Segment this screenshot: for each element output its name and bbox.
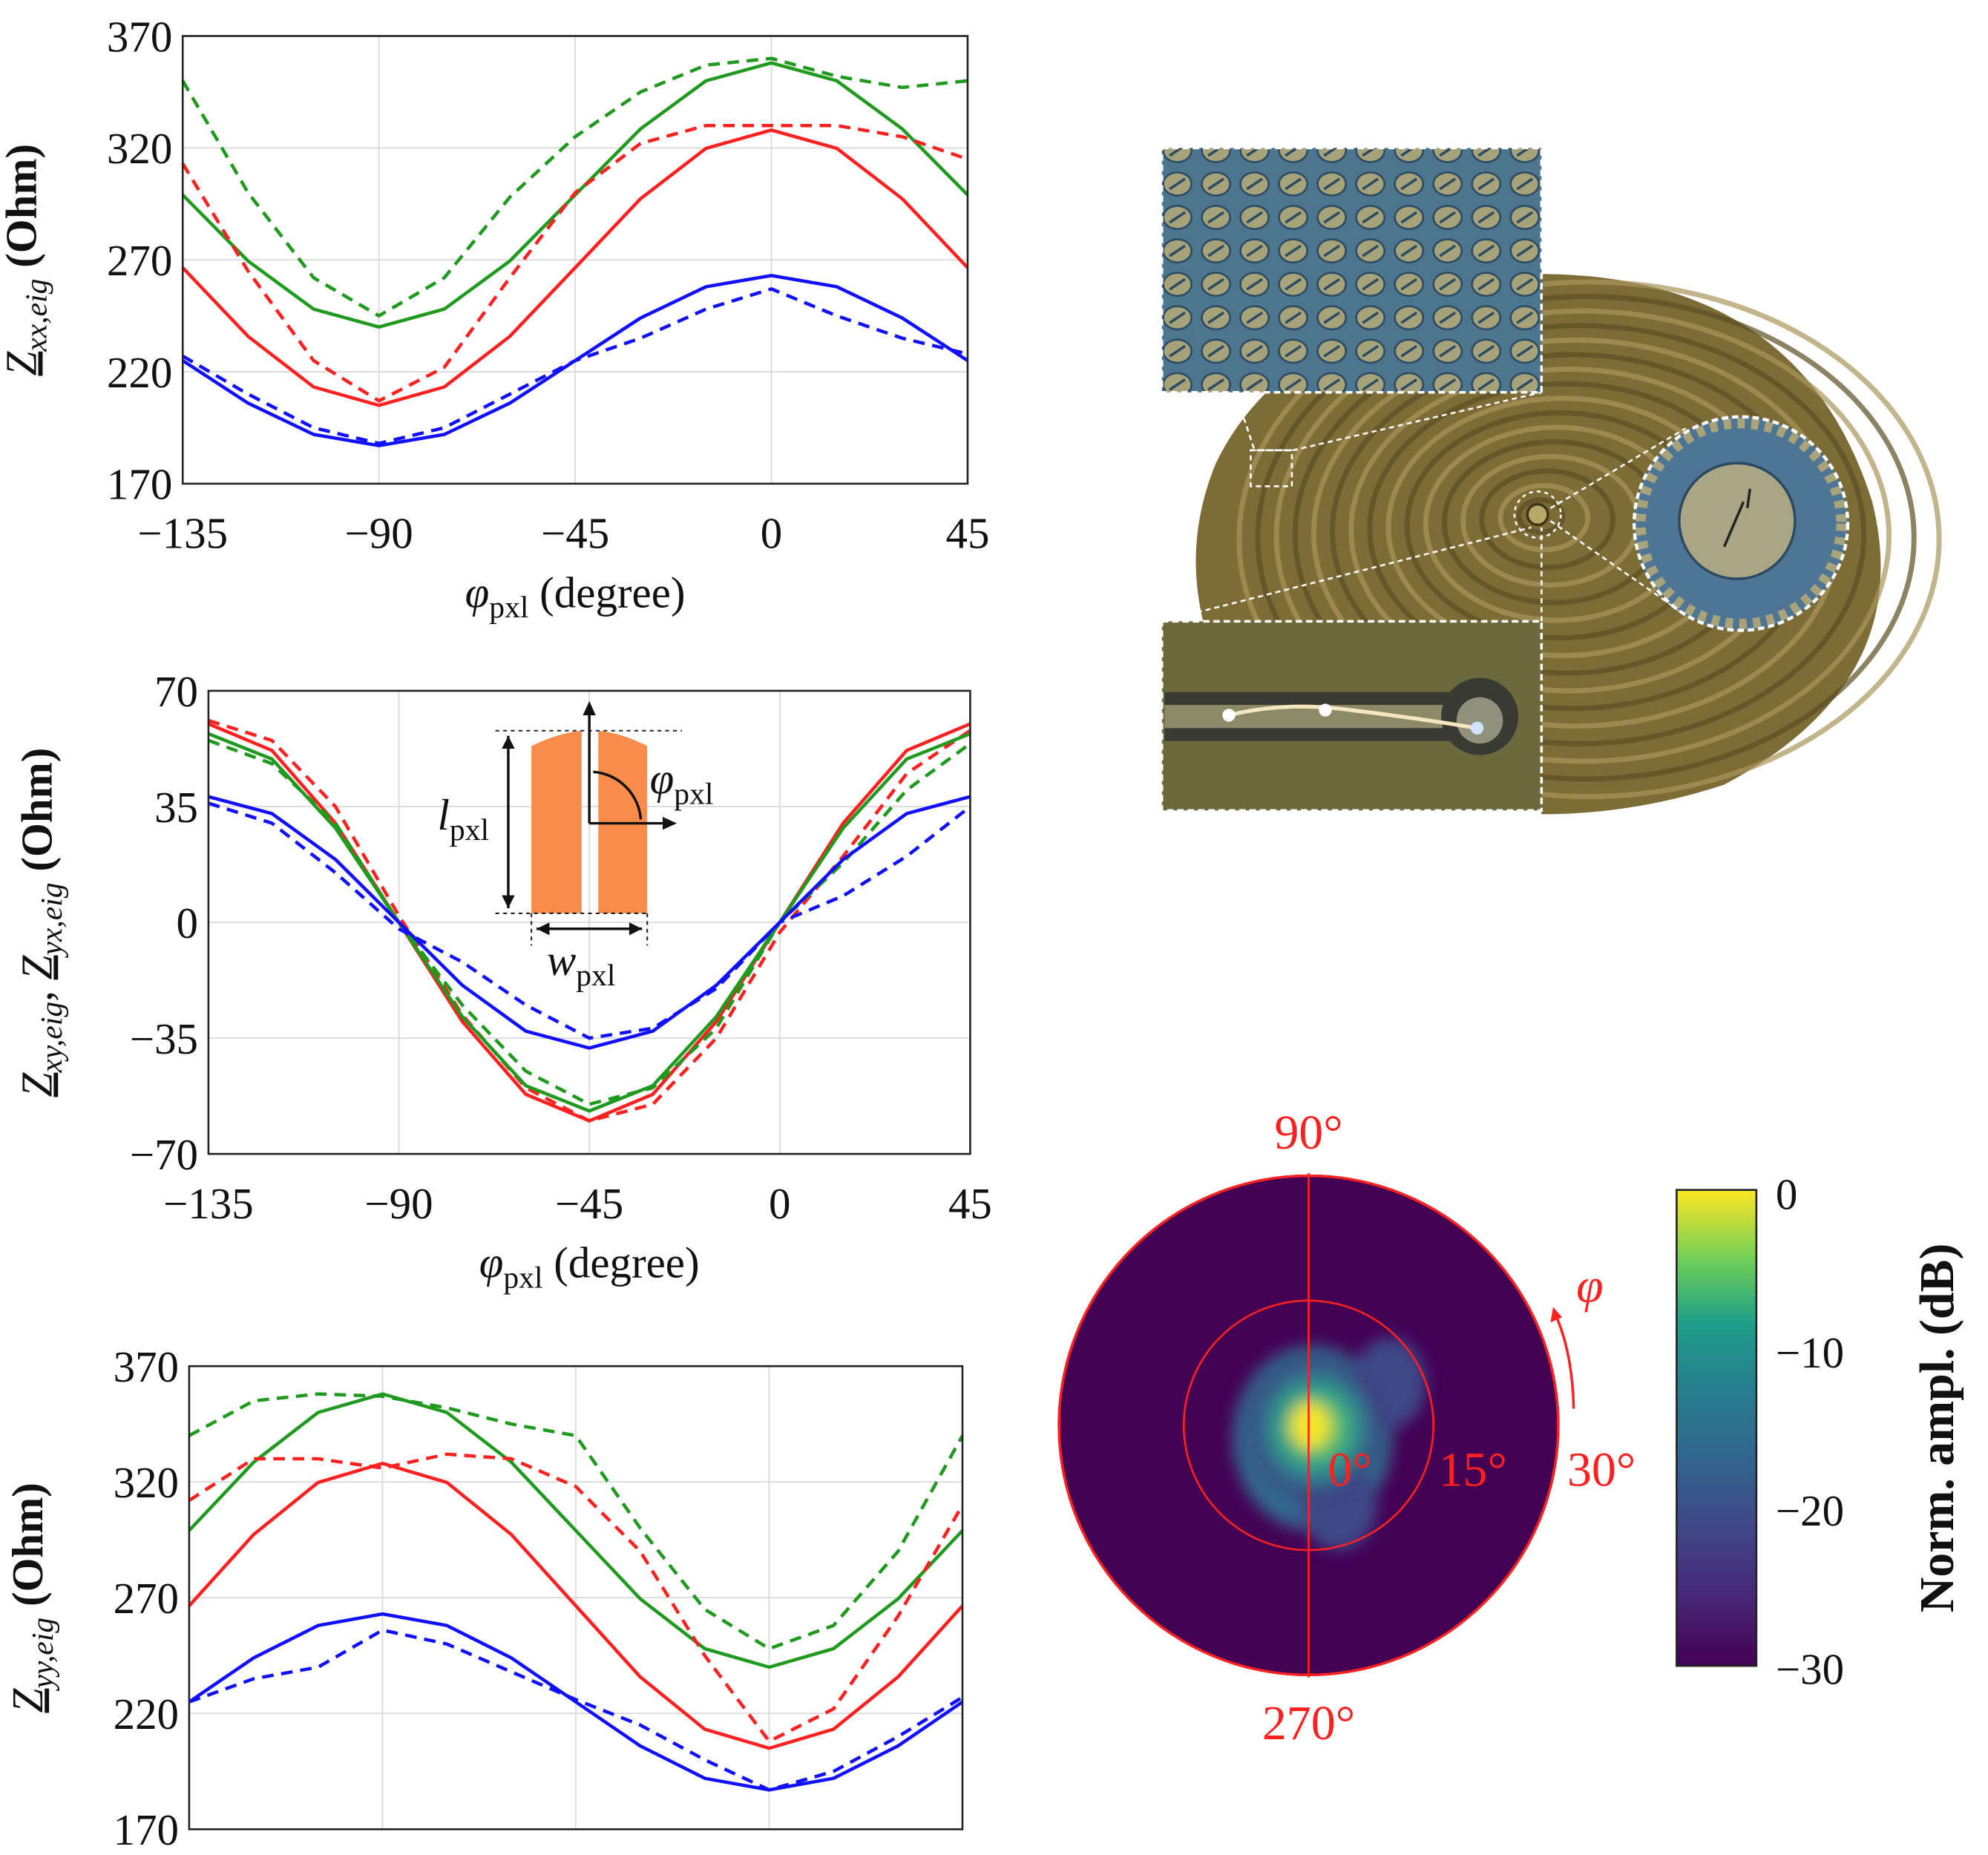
y-tick-label: 70 (154, 667, 198, 716)
y-tick-label: 270 (114, 1574, 179, 1623)
y-tick-label: −35 (130, 1014, 198, 1063)
series-red-dashed (181, 123, 968, 403)
x-tick-label: −135 (163, 1179, 254, 1228)
series-red-dashed (208, 718, 971, 1123)
colorbar-gradient (1676, 1189, 1758, 1667)
y-tick-label: 370 (114, 1342, 179, 1391)
phi-arrow (1553, 1311, 1575, 1409)
lens-ring (1497, 482, 1591, 553)
lens-ring (1236, 279, 1942, 799)
colorbar-tick-10: −10 (1776, 1328, 1844, 1377)
lens-ring (1516, 497, 1566, 535)
chart-zxx: −135 −90 −45 0 45 170 220 270 320 370 Zxx,eig (Ohm… (0, 12, 989, 625)
y-tick-label: 320 (107, 124, 172, 173)
series-green-solid (188, 1392, 964, 1670)
y-tick-label: 220 (114, 1690, 179, 1739)
hex-pattern-inset (1161, 146, 1544, 394)
lens-ring (1273, 308, 1892, 764)
x-tick-label: 0 (761, 509, 782, 558)
y-tick-label: 170 (107, 460, 172, 509)
y-tick-label: 0 (177, 899, 198, 948)
connector-lines (1161, 391, 1687, 623)
lens-ring (1479, 468, 1616, 571)
colorbar-label: Norm. ampl. (dB) (1910, 1244, 1964, 1613)
series-blue-solid (188, 1612, 964, 1792)
antenna-photo (1161, 146, 1942, 815)
label-15deg: 15° (1439, 1442, 1507, 1497)
x-axis-label: φpxl (degree) (465, 568, 686, 625)
label-270deg: 270° (1262, 1696, 1355, 1750)
series-blue-solid (208, 795, 971, 1050)
x-axis-label: φpxl (degree) (479, 1238, 700, 1296)
feed-inset (1161, 620, 1544, 812)
y-tick-label: 270 (107, 236, 172, 285)
y-tick-label: 170 (114, 1805, 179, 1854)
label-0deg: 0° (1328, 1442, 1371, 1497)
x-tick-label: −45 (541, 509, 609, 558)
polar-beam-heatmap: 90° 270° 0° 15° 30° φ (1057, 1106, 1636, 1750)
colorbar-tick-30: −30 (1776, 1644, 1844, 1693)
series-green-dashed (181, 56, 968, 318)
y-axis-label: Zxy,eig, Zyx,eig (Ohm) (12, 748, 69, 1097)
pixel-diagram-inset: lpxl φpxl wpxl (438, 700, 714, 993)
x-tick-label: −90 (364, 1179, 433, 1228)
y-tick-label: 220 (107, 348, 172, 397)
x-tick-label: −90 (345, 509, 413, 558)
y-tick-label: 370 (107, 12, 172, 61)
series-red-solid (188, 1462, 964, 1750)
label-90deg: 90° (1274, 1106, 1342, 1160)
chart-zxy: −135 −90 −45 0 45 −70 −35 0 35 70 Zxy,eig, Zyx,eig… (12, 667, 992, 1296)
lens-ring (1255, 294, 1917, 782)
series-green-dashed (208, 738, 971, 1106)
series-blue-dashed (188, 1628, 964, 1792)
series-red-dashed (188, 1452, 964, 1743)
phi-pxl-label: φpxl (650, 755, 714, 812)
colorbar-tick-20: −20 (1776, 1486, 1844, 1535)
y-axis-label: Zxx,eig (Ohm) (0, 144, 53, 376)
x-tick-label: −135 (137, 509, 228, 558)
l-pxl-label: lpxl (438, 790, 490, 847)
x-tick-label: −45 (555, 1179, 623, 1228)
impedance-charts: −135 −90 −45 0 45 170 220 270 320 370 Zxx,eig (Ohm… (0, 12, 992, 1855)
series-red-solid (181, 128, 969, 407)
phi-symbol: φ (1576, 1259, 1603, 1313)
lens-center-inset (1632, 415, 1850, 632)
chart-zyy: −135−90−45045170220270320370Zyy,eig (Ohm… (3, 1342, 984, 1855)
series-blue-dashed (208, 801, 971, 1040)
w-pxl-label: wpxl (547, 936, 615, 993)
colorbar: 0 −10 −20 −30 Norm. ampl. (dB) (1676, 1170, 1964, 1693)
colorbar-tick-0: 0 (1776, 1170, 1797, 1219)
y-tick-label: 35 (154, 783, 198, 832)
plot-frame (188, 1365, 964, 1831)
plot-frame (207, 689, 971, 1155)
series-blue-dashed (182, 287, 968, 445)
y-tick-label: 320 (114, 1458, 179, 1507)
label-30deg: 30° (1567, 1442, 1636, 1497)
series-green-dashed (188, 1392, 964, 1651)
x-tick-label: 0 (769, 1179, 790, 1228)
pixel-left-half (531, 730, 582, 913)
x-tick-label: 45 (945, 509, 989, 558)
lens-ring (1292, 323, 1867, 746)
series-green-solid (208, 732, 971, 1113)
angle-arc (593, 770, 643, 820)
plot-frame (181, 35, 969, 485)
y-axis-label: Zyy,eig (Ohm) (3, 1483, 60, 1713)
y-tick-label: −70 (130, 1130, 198, 1179)
x-tick-label: 45 (948, 1179, 992, 1228)
